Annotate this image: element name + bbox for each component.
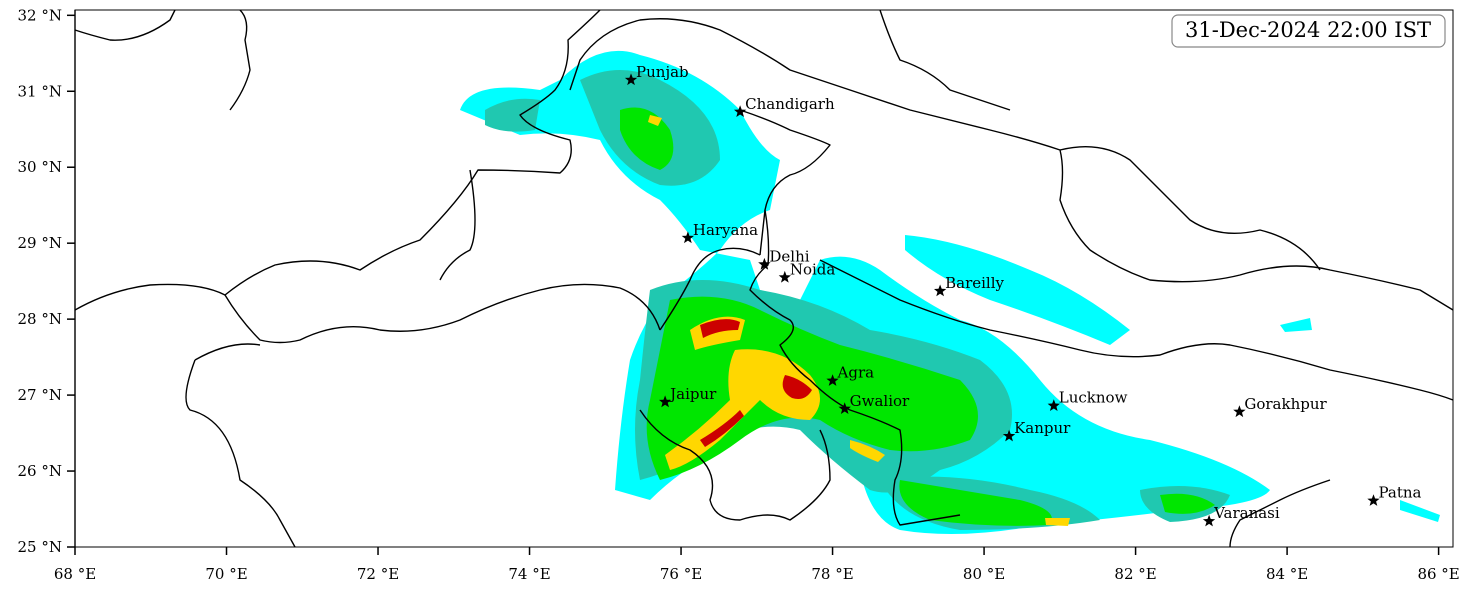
city-label: Gwalior [850,392,910,410]
x-tick-label: 74 °E [508,565,550,583]
city-label: Agra [837,364,875,382]
city-marker [778,270,791,283]
boundaries [74,9,1454,548]
x-tick-label: 76 °E [660,565,702,583]
x-tick-label: 68 °E [54,565,96,583]
city-marker [1233,405,1246,418]
y-tick-label: 25 °N [18,538,62,556]
city-marker [826,374,839,386]
city-marker [624,73,638,86]
city-marker [1367,494,1380,506]
x-tick-label: 86 °E [1417,565,1459,583]
city-marker [1202,514,1216,527]
x-tick-label: 82 °E [1114,565,1156,583]
city-marker [681,231,694,244]
rainfall-field [460,50,1440,534]
y-tick-label: 30 °N [18,158,62,176]
city-label: Punjab [636,63,689,81]
city-label: Bareilly [945,274,1004,292]
city-label: Noida [790,260,836,278]
city-marker [758,257,771,270]
map-frame [74,9,1454,548]
y-tick-label: 27 °N [18,386,62,404]
axes: 68 °E 70 °E 72 °E 74 °E 76 °E 78 °E 80 °E 82 °E… [18,6,1460,583]
city-label: Varanasi [1213,504,1280,522]
x-tick-label: 70 °E [205,565,247,583]
city-marker [1002,429,1016,442]
y-tick-label: 32 °N [18,6,62,24]
city-label: Delhi [769,247,809,265]
x-tick-label: 78 °E [811,565,853,583]
x-tick-label: 84 °E [1266,565,1308,583]
y-tick-label: 29 °N [18,234,62,252]
timestamp: 31-Dec-2024 22:00 IST [1185,18,1431,42]
city-label: Haryana [693,221,758,239]
city-marker [659,395,672,408]
timestamp-box [1171,14,1446,48]
y-tick-label: 31 °N [18,82,62,100]
x-tick-label: 80 °E [963,565,1005,583]
city-label: Patna [1378,484,1421,502]
city-label: Lucknow [1059,389,1128,407]
city-marker [934,284,947,297]
city-label: Gorakhpur [1244,395,1327,413]
city-label: Jaipur [668,385,717,403]
city-marker [1047,399,1060,411]
x-tick-label: 72 °E [357,565,399,583]
y-tick-label: 26 °N [18,462,62,480]
city-label: Chandigarh [745,95,835,113]
city-label: Kanpur [1014,419,1071,437]
y-tick-label: 28 °N [18,310,62,328]
city-marker [734,105,747,117]
city-marker [838,402,851,414]
